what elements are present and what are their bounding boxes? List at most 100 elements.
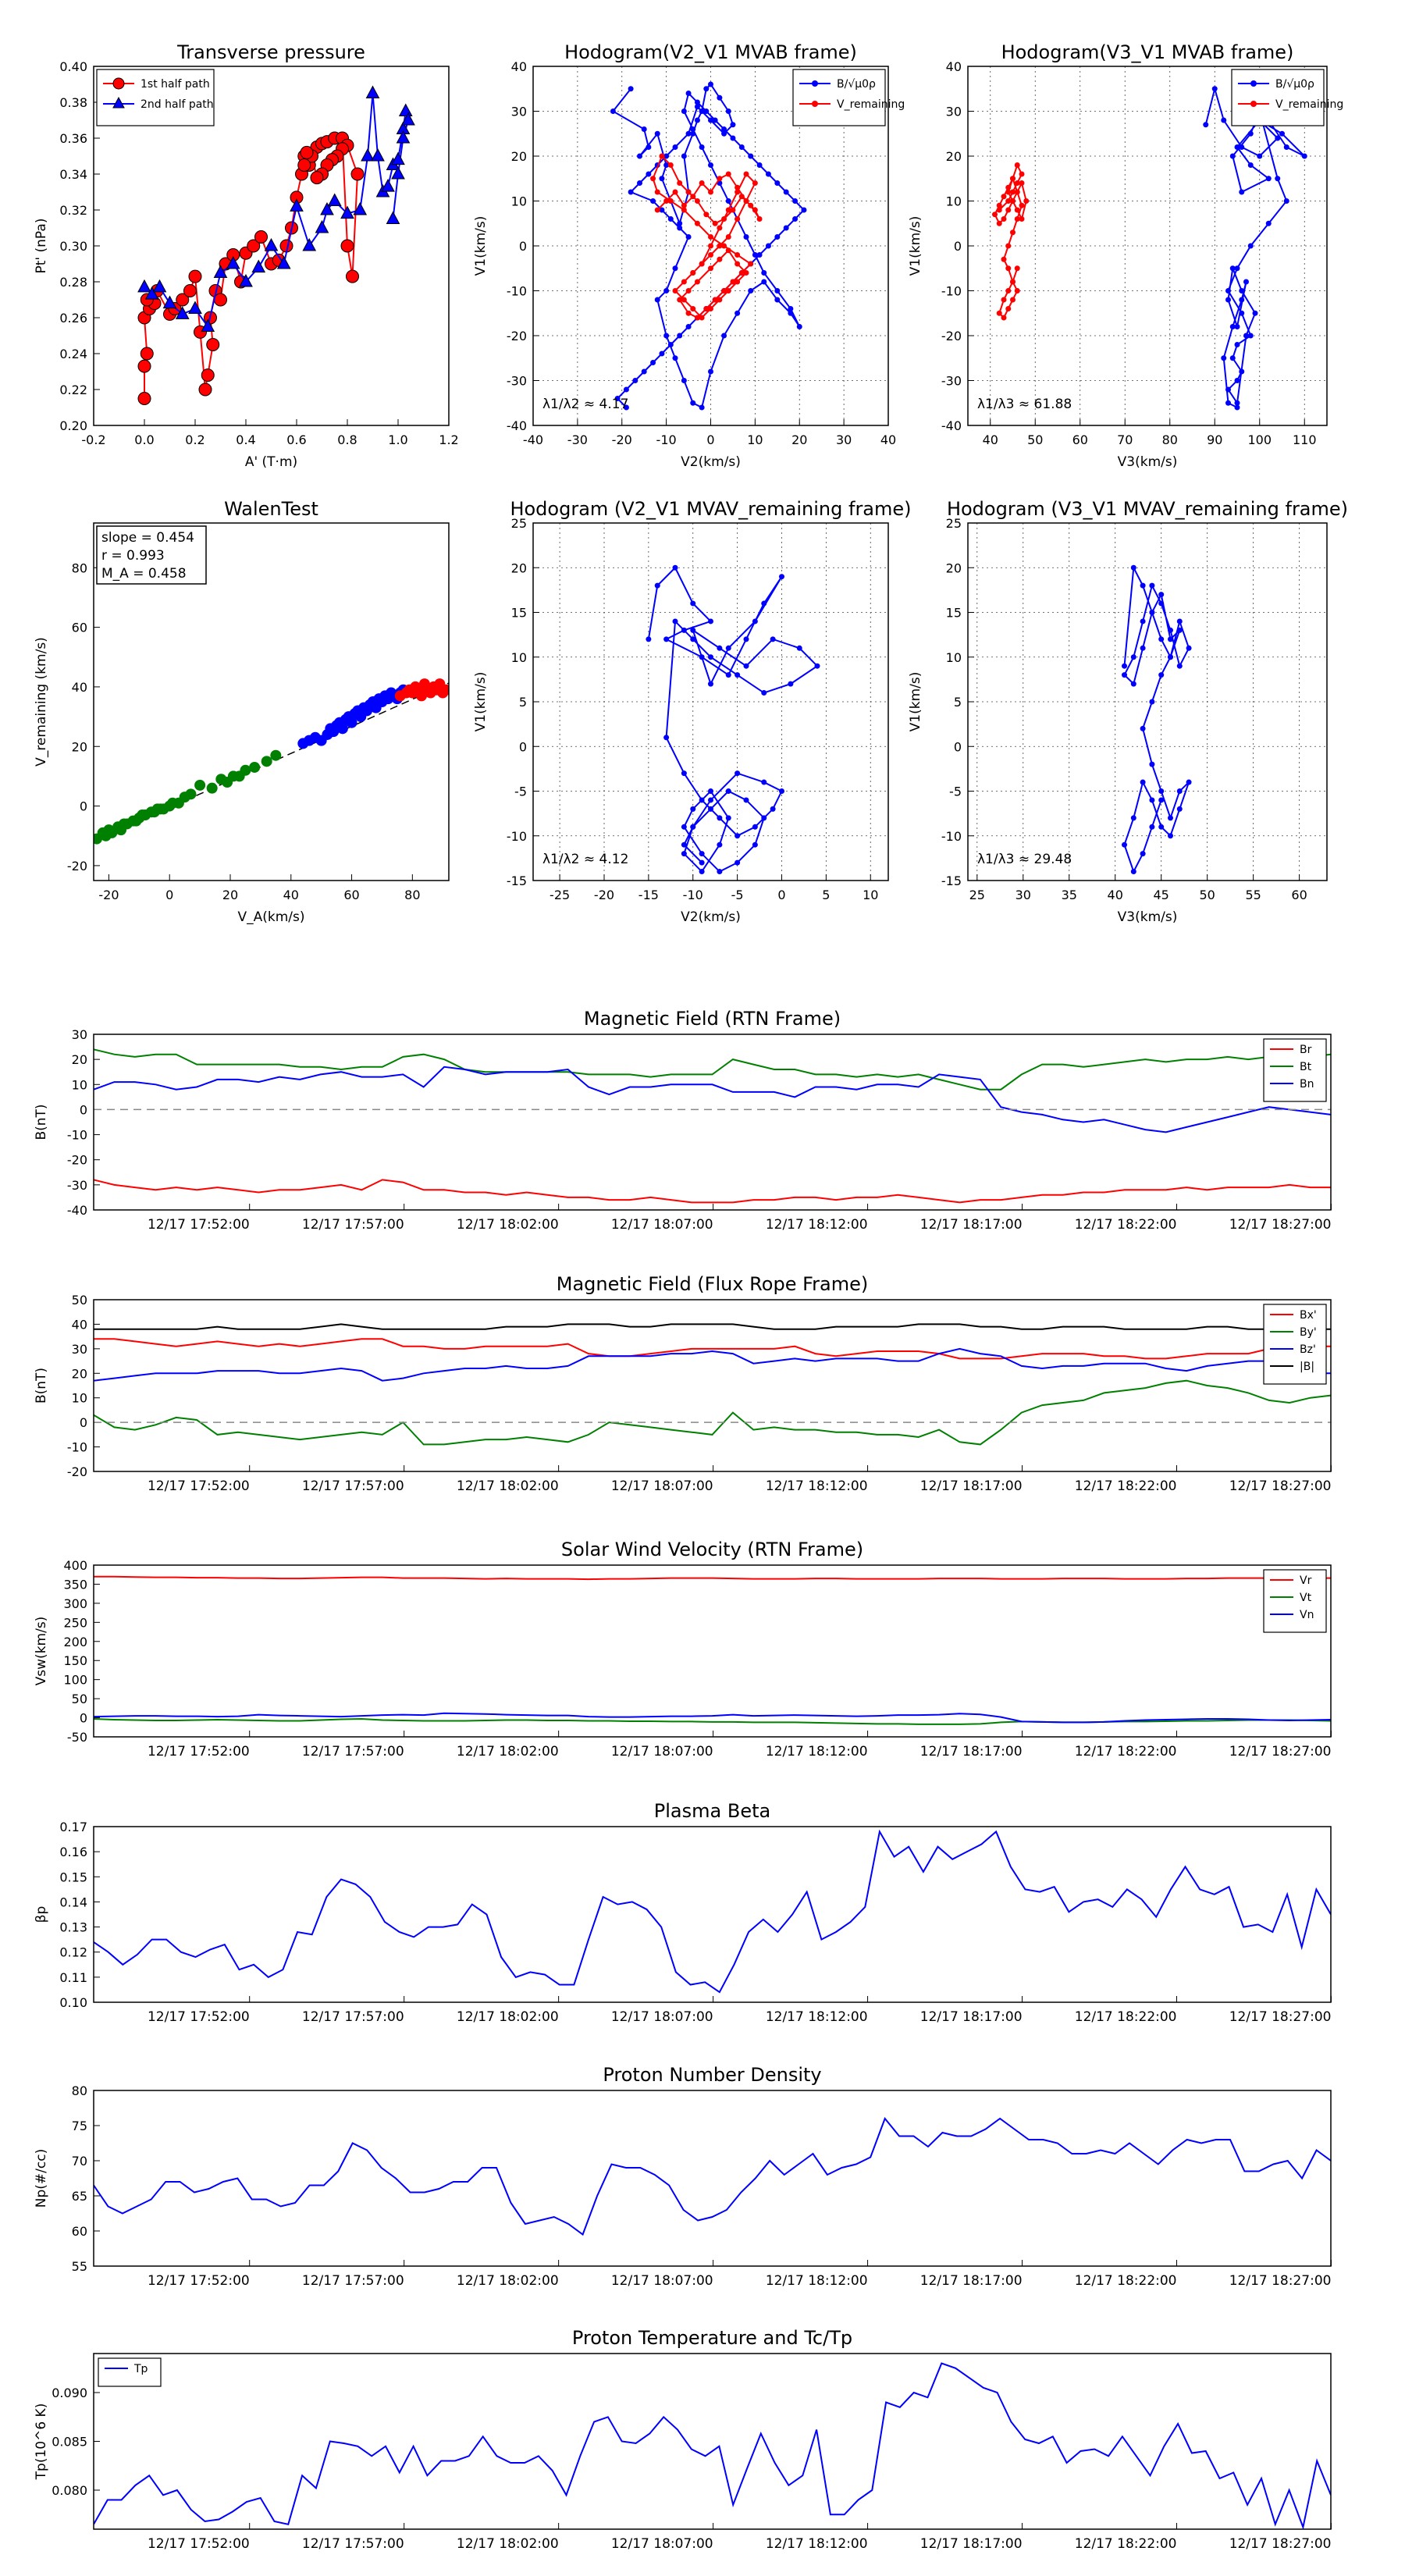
x-tick-label: 0.4 [236, 432, 255, 447]
data-point [685, 288, 692, 294]
time-tick-label: 12/17 18:12:00 [766, 2273, 868, 2289]
data-point [752, 618, 758, 624]
y-tick-label: -20 [67, 859, 87, 873]
data-point [176, 293, 190, 307]
time-tick-label: 12/17 17:57:00 [302, 1217, 404, 1233]
data-point [1275, 135, 1281, 141]
legend-marker [112, 77, 125, 90]
legend-box [1231, 69, 1325, 126]
data-point [300, 145, 314, 159]
data-point [708, 797, 713, 803]
data-point [152, 279, 167, 293]
data-point [672, 144, 678, 150]
x-tick-label: 90 [1207, 432, 1222, 447]
data-point [175, 306, 190, 319]
y-tick-label: 30 [72, 1342, 87, 1357]
legend-marker [112, 96, 125, 109]
y-tick-label: 400 [63, 1558, 87, 1573]
data-point [996, 202, 1002, 208]
y-tick-label: 0 [519, 739, 527, 754]
data-point [774, 234, 781, 240]
data-point [1010, 198, 1016, 204]
data-point [398, 103, 413, 116]
y-tick-label: 30 [72, 1027, 87, 1042]
x-tick-label: 60 [1072, 432, 1088, 447]
y-tick-label: 5 [954, 695, 962, 710]
time-tick-label: 12/17 17:52:00 [148, 1478, 250, 1494]
data-point [796, 324, 802, 329]
data-point [703, 86, 710, 92]
data-point [765, 243, 771, 249]
data-point [708, 788, 713, 794]
data-point [725, 815, 731, 821]
time-tick-label: 12/17 17:52:00 [148, 1217, 250, 1233]
data-point [650, 360, 656, 365]
data-point [708, 654, 713, 660]
time-tick-label: 12/17 18:27:00 [1229, 2273, 1332, 2289]
data-point [1239, 144, 1245, 150]
data-point [708, 234, 713, 240]
data-point [690, 806, 696, 812]
x-tick-label: -20 [612, 432, 632, 447]
time-tick-label: 12/17 18:02:00 [457, 1217, 559, 1233]
series-line-Bz' [94, 1347, 1331, 1382]
data-point [391, 151, 405, 165]
data-point [1005, 198, 1012, 204]
data-point [206, 782, 218, 794]
y-tick-label: 60 [72, 621, 87, 635]
data-point [1122, 841, 1128, 848]
y-tick-label: -20 [941, 329, 962, 343]
y-tick-label: 10 [72, 1391, 87, 1406]
x-tick-label: 45 [1154, 888, 1169, 902]
chart-tp: -0.2 0.0 0.2 0.4 0.6 0.8 1.0 1.2 0.20 0.22 0.24 0.2… [34, 41, 459, 470]
data-point [743, 797, 749, 803]
data-point [783, 225, 789, 231]
data-point [1010, 279, 1016, 285]
series-line-Vn [94, 1712, 1331, 1724]
data-point [667, 162, 674, 168]
x-tick-label: -25 [550, 888, 570, 902]
data-point [1001, 216, 1007, 222]
data-point [137, 359, 151, 373]
legend-marker [1250, 80, 1257, 87]
series-line-By' [94, 1379, 1331, 1446]
x-tick-label: -40 [523, 432, 543, 447]
data-point [1176, 618, 1183, 624]
y-tick-label: 0.40 [59, 59, 87, 74]
y-tick-label: 0.11 [59, 1970, 87, 1985]
y-tick-label: 0.24 [59, 347, 87, 361]
y-tick-label: -10 [67, 1440, 87, 1455]
data-point [681, 202, 687, 208]
legend-label: B/√μ0ρ [837, 78, 876, 91]
legend-label: |B| [1300, 1361, 1314, 1373]
data-point [340, 205, 354, 219]
data-point [1158, 636, 1165, 642]
data-point [685, 234, 692, 240]
data-point [761, 279, 767, 285]
chart-ts2: 12/17 17:52:00 12/17 17:57:00 12/17 18:02:… [34, 1273, 1332, 1494]
legend-marker [1250, 101, 1257, 107]
data-point [699, 869, 705, 875]
data-point [1225, 386, 1231, 393]
data-point [743, 270, 749, 276]
y-tick-label: 0 [80, 1711, 87, 1726]
data-point [381, 179, 395, 192]
data-point [1203, 122, 1209, 128]
data-point [206, 338, 220, 351]
data-point [1122, 672, 1128, 678]
time-tick-label: 12/17 18:27:00 [1229, 2536, 1332, 2552]
y-tick-label: 20 [946, 560, 962, 575]
y-tick-label: -10 [941, 829, 962, 844]
time-tick-label: 12/17 18:17:00 [920, 1217, 1023, 1233]
time-tick-label: 12/17 18:27:00 [1229, 1217, 1332, 1233]
time-tick-label: 12/17 18:17:00 [920, 2273, 1023, 2289]
data-point [694, 220, 700, 226]
data-point [646, 171, 652, 177]
plot-area-h4 [1122, 564, 1192, 875]
legend-label: V_remaining [837, 98, 905, 111]
data-point [735, 252, 741, 258]
data-point [1234, 144, 1240, 150]
y-tick-label: -15 [941, 873, 962, 888]
data-point [725, 234, 731, 240]
